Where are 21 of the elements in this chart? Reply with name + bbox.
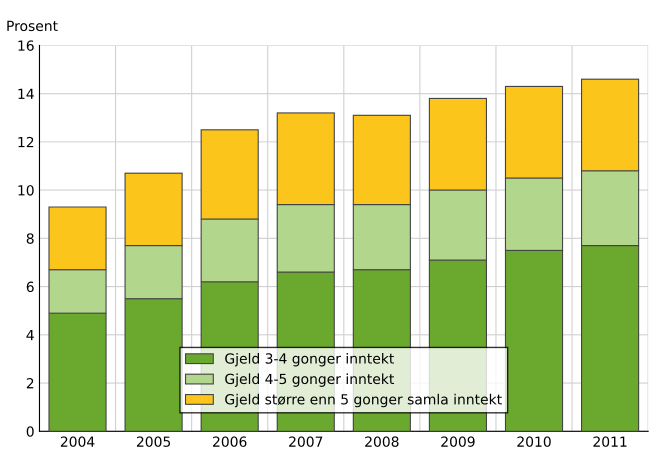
y-tick-label: 4 — [26, 330, 34, 340]
x-tick-label: 2004 — [60, 436, 94, 447]
y-tick-label: 10 — [18, 185, 34, 196]
x-tick-label: 2006 — [213, 436, 246, 447]
x-tick-label: 2011 — [593, 436, 626, 447]
y-tick-label: 0 — [26, 426, 34, 437]
legend-label: Gjeld større enn 5 gonger samla inntekt — [225, 394, 502, 408]
x-tick-label: 2005 — [136, 436, 170, 447]
y-tick-label: 16 — [18, 40, 34, 51]
y-tick-label: 6 — [26, 282, 34, 292]
x-tick-label: 2009 — [441, 436, 475, 447]
y-tick-label: 14 — [18, 88, 34, 99]
y-tick-label: 2 — [26, 378, 34, 388]
x-tick-label: 2010 — [517, 436, 551, 447]
x-tick-label: 2008 — [365, 436, 399, 447]
y-axis-title: Prosent — [7, 20, 58, 32]
y-tick-label: 8 — [26, 233, 34, 244]
legend-label: Gjeld 4-5 gonger inntekt — [225, 373, 394, 387]
legend-label: Gjeld 3-4 gonger inntekt — [225, 353, 394, 366]
y-tick-label: 12 — [18, 136, 34, 148]
x-tick-label: 2007 — [289, 436, 322, 447]
